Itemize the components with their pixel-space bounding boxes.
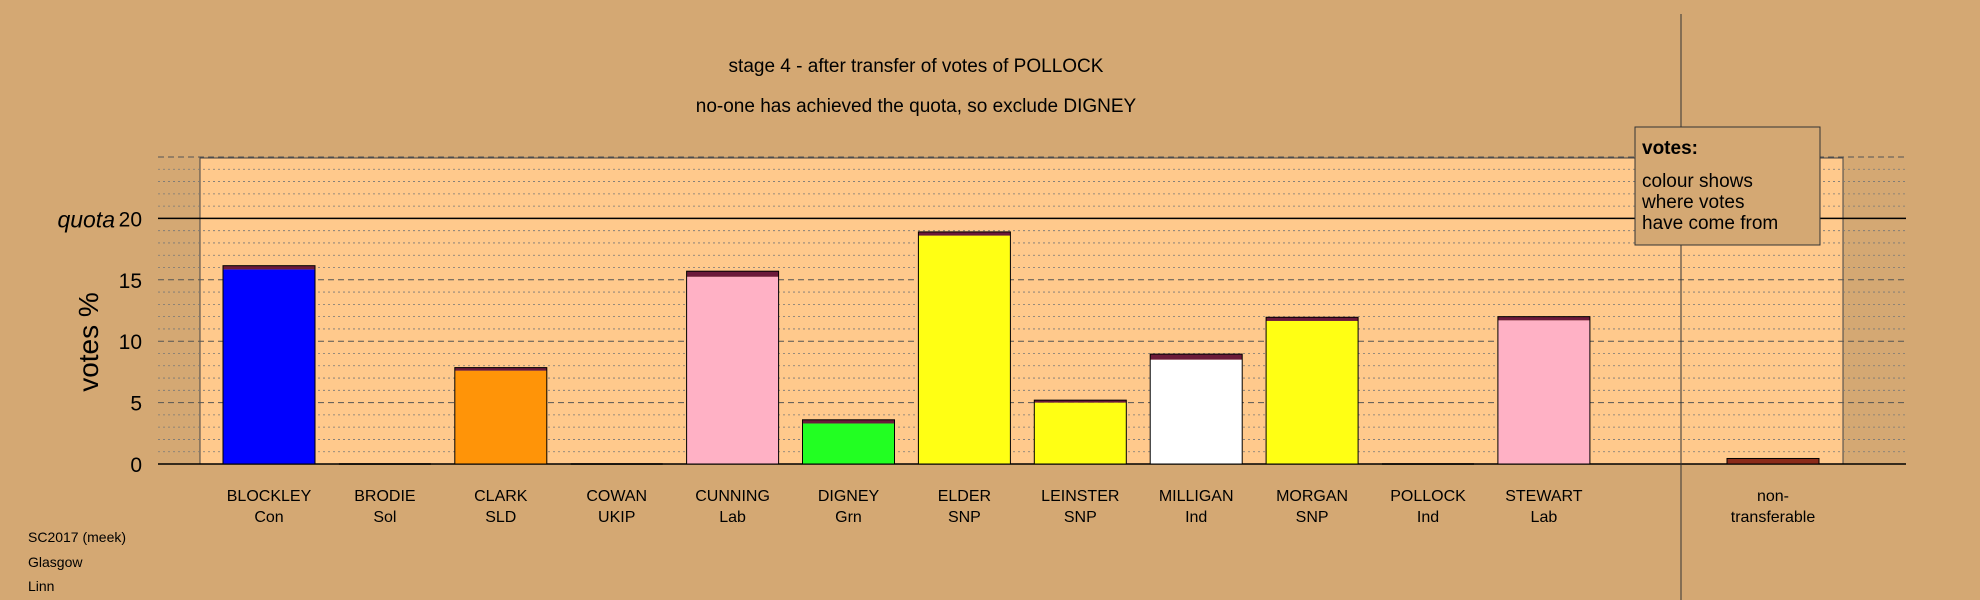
bar-clark [454, 367, 548, 465]
x-axis-labels: BLOCKLEY Con BRODIE Sol CLARK SLD COWAN UKIP CUN… [227, 488, 1816, 526]
bar-segment-transfer [802, 419, 895, 424]
y-tick-label: 10 [119, 331, 142, 354]
bar-cunning [686, 270, 780, 465]
x-label-pollock: POLLOCK [1390, 488, 1466, 505]
bar-segment-transfer [1150, 354, 1243, 360]
legend-line-2: where votes [1641, 192, 1744, 213]
bar-segment-transfer [454, 367, 547, 371]
bar-milligan [1149, 353, 1243, 465]
legend-box [1634, 126, 1821, 246]
x-label-cunning: CUNNING [695, 488, 770, 505]
x-sublabel-cowan: UKIP [598, 509, 635, 526]
y-axis-label: votes % [73, 292, 104, 392]
x-sublabel-blockley: Con [254, 509, 283, 526]
x-label-morgan: MORGAN [1276, 488, 1348, 505]
legend: votes: colour shows where votes have com… [1634, 126, 1821, 246]
bar-segment-transfer [1497, 316, 1590, 321]
bar-outline [686, 270, 780, 465]
bar-segment-own [1034, 402, 1127, 464]
x-sublabel-digney: Grn [835, 509, 862, 526]
bar-segment-transfer [223, 265, 315, 270]
bar-segment-transfer [1034, 400, 1127, 403]
bar-outline [1033, 399, 1127, 465]
x-sublabel-leinster: SNP [1064, 509, 1097, 526]
bar-outline [1265, 316, 1359, 465]
y-tick-label: 15 [119, 270, 142, 293]
bar-blockley [222, 265, 316, 465]
y-tick-label: 20 [119, 208, 142, 231]
bar-outline [1149, 353, 1243, 465]
bar-segment-transfer [686, 271, 779, 277]
quota-label: quota [57, 206, 115, 232]
bar-segment-own [1497, 320, 1590, 464]
y-tick-label: 0 [130, 454, 142, 477]
x-label-milligan: MILLIGAN [1159, 488, 1234, 505]
x-sublabel-nontransferable: transferable [1731, 509, 1816, 526]
bar-elder [917, 231, 1011, 465]
chart-subtitle: no-one has achieved the quota, so exclud… [696, 96, 1137, 117]
x-sublabel-brodie: Sol [373, 509, 396, 526]
x-label-brodie: BRODIE [354, 488, 415, 505]
bar-outline [802, 419, 895, 465]
footer: SC2017 (meek) Glasgow Linn [28, 529, 126, 594]
plot-panel [199, 157, 1844, 465]
bar-outline [1497, 316, 1591, 465]
plot-background [199, 157, 1844, 465]
x-label-nontransferable: non- [1757, 488, 1789, 505]
bar-nontransferable [1726, 457, 1820, 465]
x-sublabel-morgan: SNP [1296, 509, 1329, 526]
bar-segment-own [686, 276, 779, 464]
bar-segment-own [223, 269, 315, 464]
x-sublabel-stewart: Lab [1531, 509, 1558, 526]
bar-digney [802, 419, 895, 465]
x-label-elder: ELDER [938, 488, 991, 505]
x-label-leinster: LEINSTER [1041, 488, 1119, 505]
x-sublabel-elder: SNP [948, 509, 981, 526]
footer-line-1: SC2017 (meek) [28, 529, 126, 545]
legend-title: votes: [1642, 138, 1698, 159]
bar-segment-own [454, 370, 547, 464]
footer-line-2: Glasgow [28, 554, 83, 570]
chart-title: stage 4 - after transfer of votes of POL… [729, 56, 1104, 77]
x-label-digney: DIGNEY [818, 488, 880, 505]
bar-segment-transfer [1266, 317, 1359, 321]
bar-leinster [1033, 399, 1127, 465]
bar-segment-transfer [918, 231, 1011, 236]
bar-outline [222, 265, 316, 465]
x-label-cowan: COWAN [586, 488, 647, 505]
x-sublabel-cunning: Lab [719, 509, 746, 526]
bar-outline [454, 367, 548, 465]
bar-stewart [1497, 316, 1591, 465]
bars [222, 231, 1820, 465]
grid-lines [158, 156, 1906, 465]
legend-line-1: colour shows [1642, 171, 1753, 192]
bar-segment-own [1266, 320, 1359, 464]
x-sublabel-milligan: Ind [1185, 509, 1207, 526]
bar-segment-nontransferable [1726, 457, 1820, 465]
bar-morgan [1265, 316, 1359, 465]
x-sublabel-clark: SLD [485, 509, 516, 526]
bar-segment-own [918, 235, 1011, 464]
x-label-blockley: BLOCKLEY [227, 488, 312, 505]
x-label-clark: CLARK [474, 488, 528, 505]
x-label-stewart: STEWART [1505, 488, 1583, 505]
x-sublabel-pollock: Ind [1417, 509, 1439, 526]
bar-outline [917, 231, 1011, 465]
bar-segment-own [802, 423, 895, 464]
footer-line-3: Linn [28, 578, 54, 594]
bar-segment-own [1150, 359, 1243, 464]
y-tick-label: 5 [130, 393, 142, 416]
legend-line-3: have come from [1642, 213, 1778, 234]
